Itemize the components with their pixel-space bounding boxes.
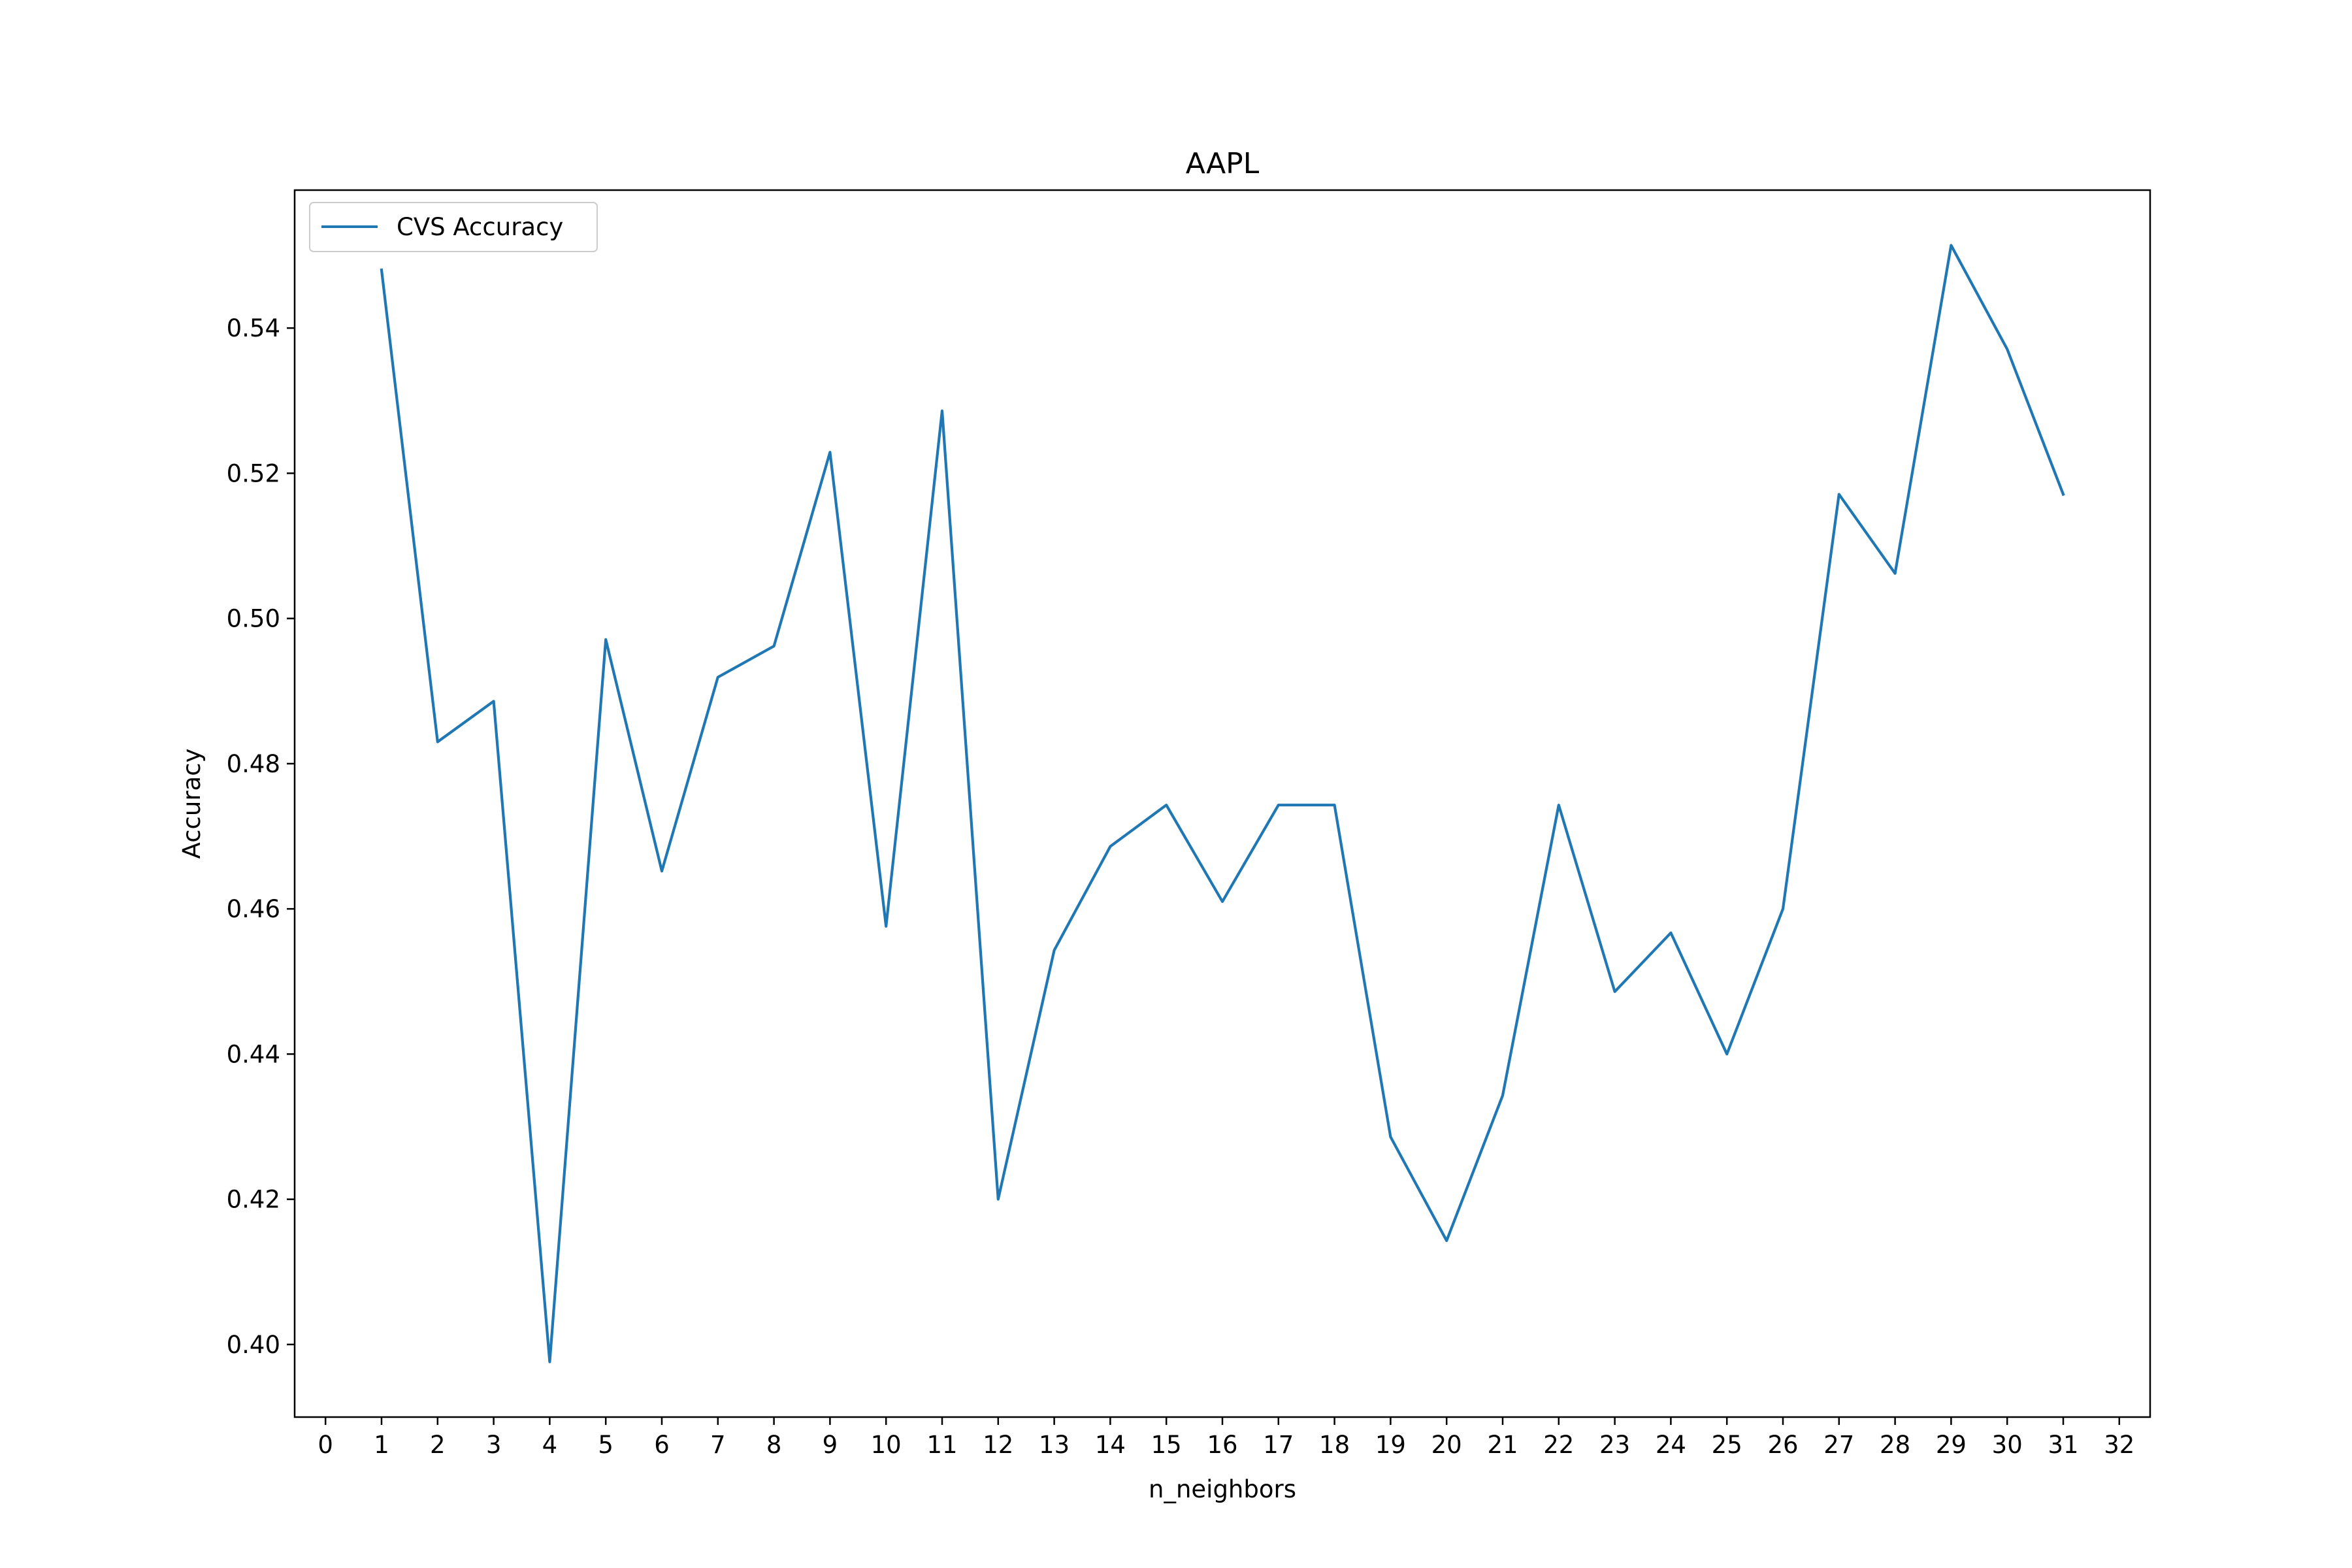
x-tick-label: 15 xyxy=(1151,1431,1182,1459)
legend-label: CVS Accuracy xyxy=(397,213,563,241)
x-tick-label: 25 xyxy=(1712,1431,1742,1459)
x-tick-label: 24 xyxy=(1656,1431,1686,1459)
x-tick-label: 19 xyxy=(1375,1431,1406,1459)
x-tick-label: 32 xyxy=(2104,1431,2134,1459)
chart-title: AAPL xyxy=(1186,147,1260,180)
x-tick-label: 12 xyxy=(983,1431,1013,1459)
x-tick-label: 6 xyxy=(654,1431,670,1459)
x-tick-label: 21 xyxy=(1487,1431,1518,1459)
y-tick-label: 0.42 xyxy=(227,1186,280,1214)
x-tick-label: 29 xyxy=(1936,1431,1967,1459)
y-tick-label: 0.46 xyxy=(227,895,280,923)
y-tick-label: 0.44 xyxy=(227,1040,280,1068)
y-axis-label: Accuracy xyxy=(178,749,206,859)
y-tick-label: 0.50 xyxy=(227,605,280,633)
legend-box xyxy=(309,202,598,252)
x-tick-label: 13 xyxy=(1039,1431,1070,1459)
x-tick-label: 0 xyxy=(318,1431,333,1459)
x-tick-label: 2 xyxy=(430,1431,446,1459)
x-tick-label: 22 xyxy=(1543,1431,1574,1459)
series-layer xyxy=(380,244,2065,1364)
x-tick-label: 10 xyxy=(871,1431,902,1459)
plot-area-frame xyxy=(293,189,2151,1418)
x-tick-label: 4 xyxy=(542,1431,558,1459)
x-tick-label: 26 xyxy=(1767,1431,1798,1459)
x-tick-label: 28 xyxy=(1880,1431,1910,1459)
x-tick-label: 14 xyxy=(1095,1431,1126,1459)
x-tick-label: 3 xyxy=(486,1431,502,1459)
x-axis-ticks: 0 1 2 3 4 5 6 7 8 9 10 11 12 13 14 15 16 17 18 19 20 21 22 23 24… xyxy=(318,1417,2134,1459)
y-tick-label: 0.54 xyxy=(227,314,280,342)
y-tick-label: 0.48 xyxy=(227,750,280,778)
x-tick-label: 18 xyxy=(1319,1431,1350,1459)
y-tick-label: 0.52 xyxy=(227,459,280,487)
x-tick-label: 8 xyxy=(766,1431,782,1459)
x-tick-label: 17 xyxy=(1263,1431,1294,1459)
x-tick-label: 7 xyxy=(710,1431,726,1459)
legend: CVS Accuracy xyxy=(309,202,598,252)
x-tick-label: 23 xyxy=(1599,1431,1630,1459)
series-line xyxy=(380,244,2065,1364)
x-tick-label: 9 xyxy=(823,1431,838,1459)
x-tick-label: 11 xyxy=(926,1431,957,1459)
y-axis-ticks: 0.40 0.42 0.44 0.46 0.48 0.50 0.52 0.54 xyxy=(227,314,295,1359)
x-tick-label: 31 xyxy=(2048,1431,2078,1459)
x-axis-label: n_neighbors xyxy=(1149,1475,1296,1503)
x-tick-label: 5 xyxy=(598,1431,613,1459)
x-tick-label: 20 xyxy=(1431,1431,1462,1459)
y-tick-label: 0.40 xyxy=(227,1331,280,1359)
x-tick-label: 16 xyxy=(1207,1431,1237,1459)
x-tick-label: 1 xyxy=(374,1431,389,1459)
x-tick-label: 30 xyxy=(1992,1431,2023,1459)
x-tick-label: 27 xyxy=(1823,1431,1854,1459)
